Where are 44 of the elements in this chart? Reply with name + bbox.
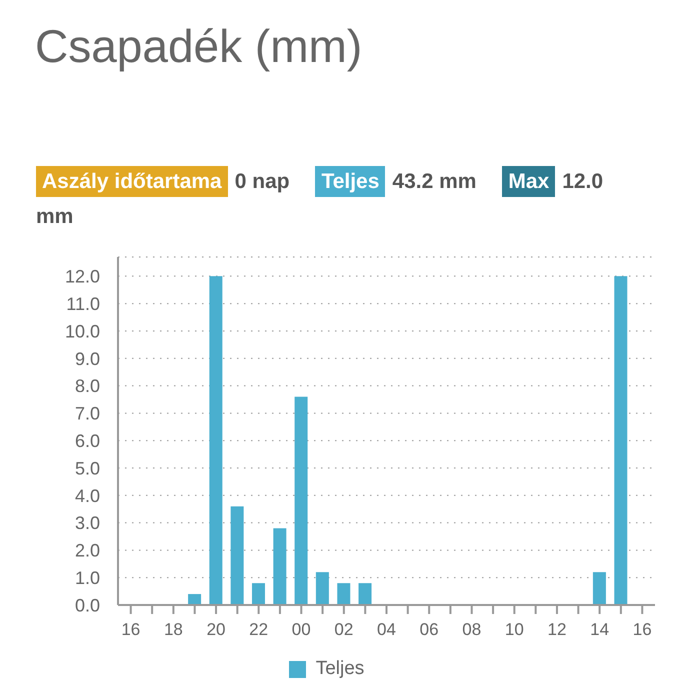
- x-tick-label: 10: [504, 620, 524, 640]
- x-tick-label: 08: [462, 620, 482, 640]
- bar: [337, 583, 350, 605]
- y-tick-label: 10.0: [64, 321, 100, 342]
- bar: [294, 396, 308, 605]
- x-tick-label: 20: [206, 620, 226, 640]
- y-tick-label: 12.0: [64, 266, 100, 287]
- x-tick-label: 06: [420, 620, 439, 640]
- bar: [188, 594, 202, 605]
- y-tick-label: 3.0: [74, 513, 100, 534]
- bar: [230, 506, 244, 605]
- x-tick-label: 16: [632, 620, 652, 640]
- legend-label: Teljes: [316, 658, 364, 679]
- text: Max: [508, 170, 550, 193]
- bar: [592, 572, 606, 605]
- chart-title: Csapadék (mm): [35, 20, 362, 72]
- bar: [209, 276, 222, 605]
- y-tick-label: 11.0: [66, 294, 100, 314]
- x-tick-label: 02: [334, 620, 354, 640]
- bar: [614, 276, 628, 605]
- y-tick-label: 9.0: [74, 348, 100, 369]
- text: 43.2 mm: [392, 170, 476, 193]
- x-tick-label: 18: [164, 620, 183, 640]
- x-tick-label: 14: [590, 620, 610, 640]
- x-tick-label: 04: [377, 620, 396, 640]
- y-tick-label: 7.0: [74, 404, 100, 424]
- y-tick-label: 2.0: [74, 540, 100, 561]
- bar: [358, 583, 372, 605]
- bar: [316, 572, 329, 605]
- y-tick-label: 1.0: [74, 568, 100, 588]
- text: Aszály időtartama: [42, 170, 222, 193]
- x-tick-label: 16: [121, 620, 140, 640]
- text: Teljes: [321, 170, 380, 193]
- y-tick-label: 0.0: [74, 595, 100, 616]
- y-tick-label: 5.0: [74, 458, 100, 478]
- bar: [252, 583, 265, 605]
- y-tick-label: 8.0: [74, 376, 100, 396]
- y-tick-label: 6.0: [74, 430, 100, 451]
- y-tick-label: 4.0: [74, 486, 100, 506]
- bar: [273, 528, 286, 605]
- x-tick-label: 12: [548, 620, 566, 640]
- x-tick-label: 00: [292, 620, 311, 640]
- x-tick-label: 22: [249, 620, 268, 640]
- text: 0 nap: [234, 170, 290, 193]
